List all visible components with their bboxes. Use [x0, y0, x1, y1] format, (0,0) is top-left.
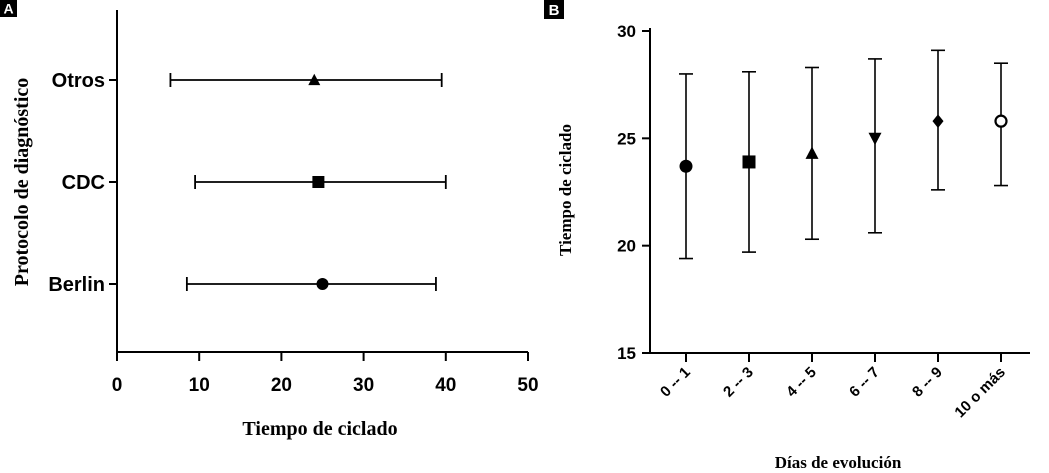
chart-b-y-tick-label-15: 15 — [617, 344, 636, 363]
chart-a-x-tick-label-0: 0 — [112, 375, 123, 396]
panel-a-label: A — [3, 1, 13, 17]
panel-b-badge: B — [544, 0, 564, 19]
chart-b-x-tick-label-10-o-m-s: 10 o más — [951, 364, 1008, 421]
chart-b-x-axis-title: Días de evolución — [775, 453, 902, 472]
chart-b-y-tick-label-20: 20 — [617, 237, 636, 256]
chart-b-y-tick-label-25: 25 — [617, 129, 636, 148]
chart-a-x-axis-title: Tiempo de ciclado — [242, 418, 397, 440]
chart-a-point-berlin — [316, 278, 329, 290]
chart-b-point-8-9 — [932, 114, 944, 128]
chart-a-x-tick-label-30: 30 — [353, 375, 374, 396]
chart-a-point-otros — [308, 73, 321, 86]
chart-a-y-axis-title: Protocolo de diagnóstico — [11, 78, 33, 287]
chart-b-point-4-5 — [805, 146, 819, 159]
chart-b-point-2-3 — [742, 155, 756, 169]
chart-b-x-tick-label-4-5: 4 -- 5 — [783, 364, 820, 401]
chart-b-x-tick-label-8-9: 8 -- 9 — [909, 364, 946, 401]
chart-a-x-tick-label-10: 10 — [189, 375, 210, 396]
chart-b-point-6-7 — [868, 132, 882, 146]
chart-b: Días de evolución Tiempo de ciclado 15 20… — [556, 22, 1030, 472]
chart-a-y-tick-label-otros: Otros — [52, 70, 105, 92]
chart-b-x-tick-label-2-3: 2 -- 3 — [720, 364, 757, 401]
chart-a-x-tick-label-50: 50 — [517, 375, 538, 396]
chart-a-x-tick-label-40: 40 — [435, 375, 456, 396]
chart-a-y-tick-label-cdc: CDC — [62, 172, 105, 194]
chart-b-y-tick-label-30: 30 — [617, 22, 636, 41]
chart-a-x-tick-label-20: 20 — [271, 375, 292, 396]
chart-a: Tiempo de ciclado Protocolo de diagnósti… — [11, 10, 539, 440]
chart-b-x-tick-label-6-7: 6 -- 7 — [846, 364, 883, 401]
chart-a-y-tick-label-berlin: Berlin — [48, 274, 105, 296]
chart-b-x-tick-label-0-1: 0 -- 1 — [657, 364, 694, 401]
chart-b-point-10-o-m-s — [994, 114, 1008, 128]
chart-b-y-axis-title: Tiempo de ciclado — [556, 124, 575, 256]
panel-b-label: B — [549, 2, 560, 19]
chart-a-point-cdc — [312, 176, 325, 188]
panel-a-badge: A — [0, 0, 17, 17]
chart-b-point-0-1 — [679, 159, 693, 173]
